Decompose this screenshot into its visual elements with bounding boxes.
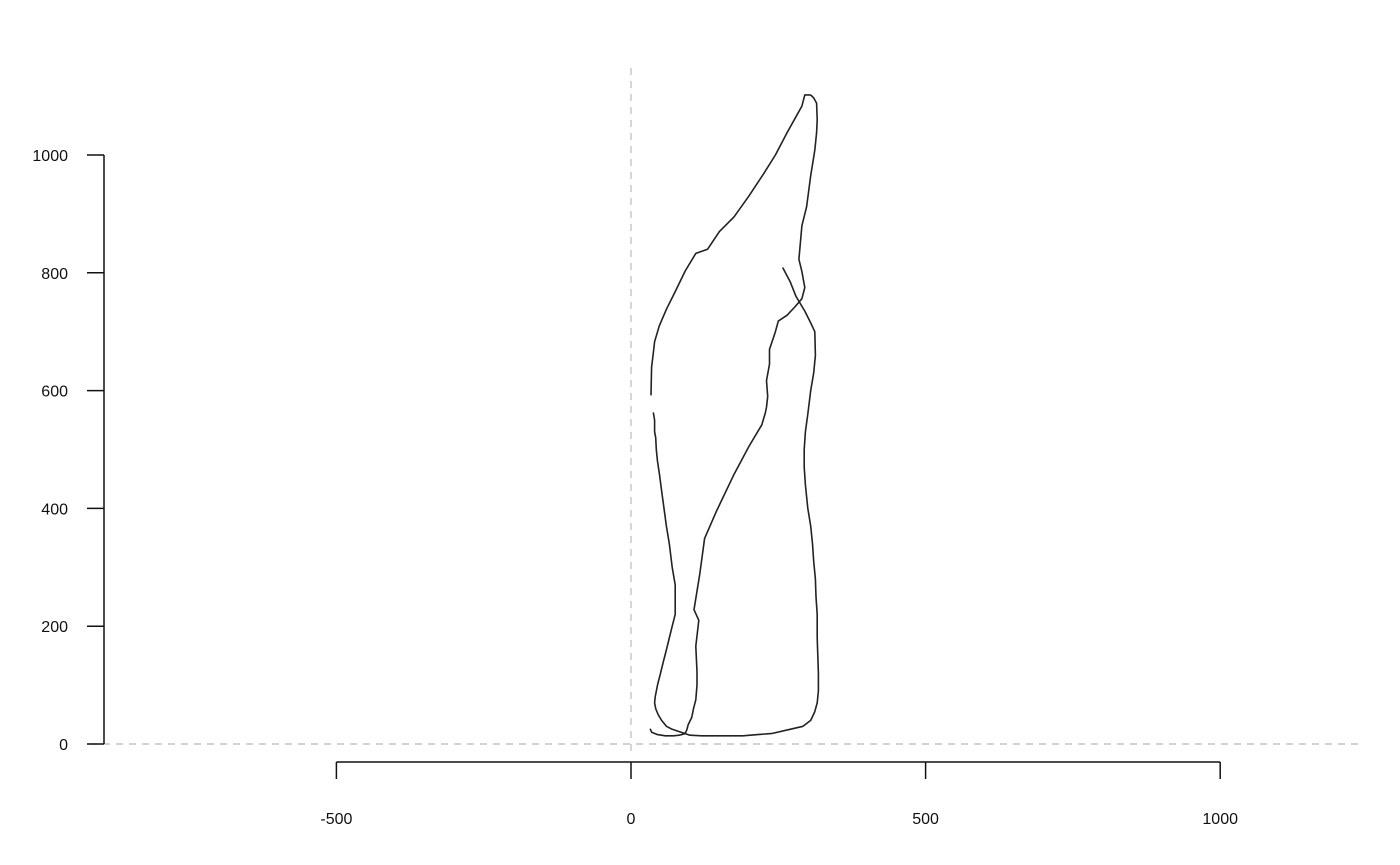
x-tick-label: -500 (320, 811, 352, 828)
series-layer (649, 94, 820, 737)
y-tick-label: 600 (41, 384, 68, 401)
x-tick-label: 500 (912, 811, 939, 828)
y-tick-label: 800 (41, 266, 68, 283)
axes: 0 200 400 600 800 1000 -500 0 500 1000 (32, 148, 1238, 828)
y-tick-label: 200 (41, 619, 68, 636)
x-tick-label: 1000 (1202, 811, 1238, 828)
x-tick-label: 0 (627, 811, 636, 828)
reference-lines (90, 68, 1362, 752)
y-tick-label: 0 (59, 737, 68, 754)
y-tick-label: 1000 (32, 148, 68, 165)
bottle-outline-segment (652, 267, 820, 737)
bottle-outline-main (649, 94, 819, 737)
y-tick-label: 400 (41, 501, 68, 518)
